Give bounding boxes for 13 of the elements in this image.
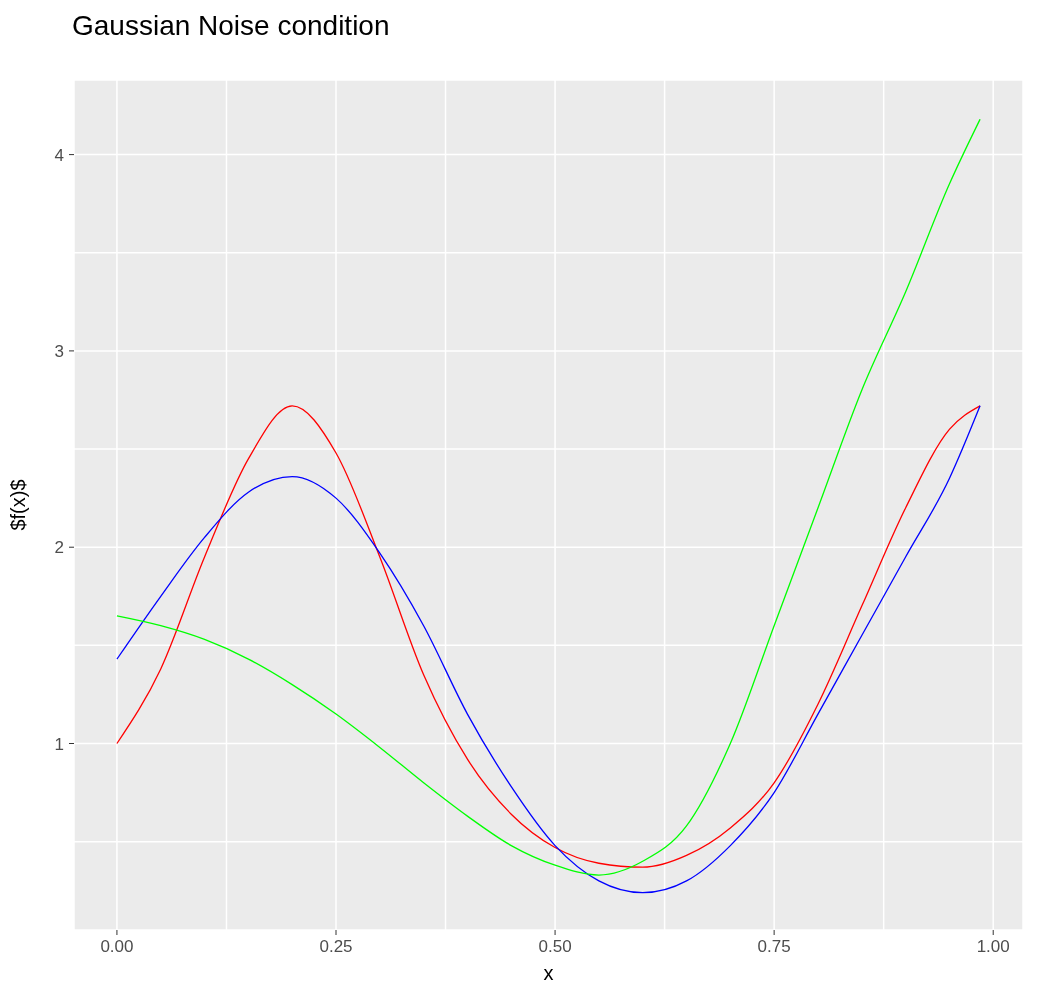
x-axis-title: x [543,962,554,984]
y-axis-title: $f(x)$ [7,479,30,531]
x-tick-label: 0.75 [757,937,791,956]
y-tick-label: 4 [54,145,64,165]
x-tick-label: 0.25 [319,937,353,956]
y-tick-label: 2 [54,538,64,558]
chart-title: Gaussian Noise condition [71,9,391,43]
x-tick-label: 0.00 [100,937,134,956]
y-tick-label: 3 [54,341,64,361]
y-tick-label: 1 [54,734,64,754]
line-series [116,118,981,876]
x-tick-label: 1.00 [976,937,1010,956]
x-tick-label: 0.50 [538,937,572,956]
